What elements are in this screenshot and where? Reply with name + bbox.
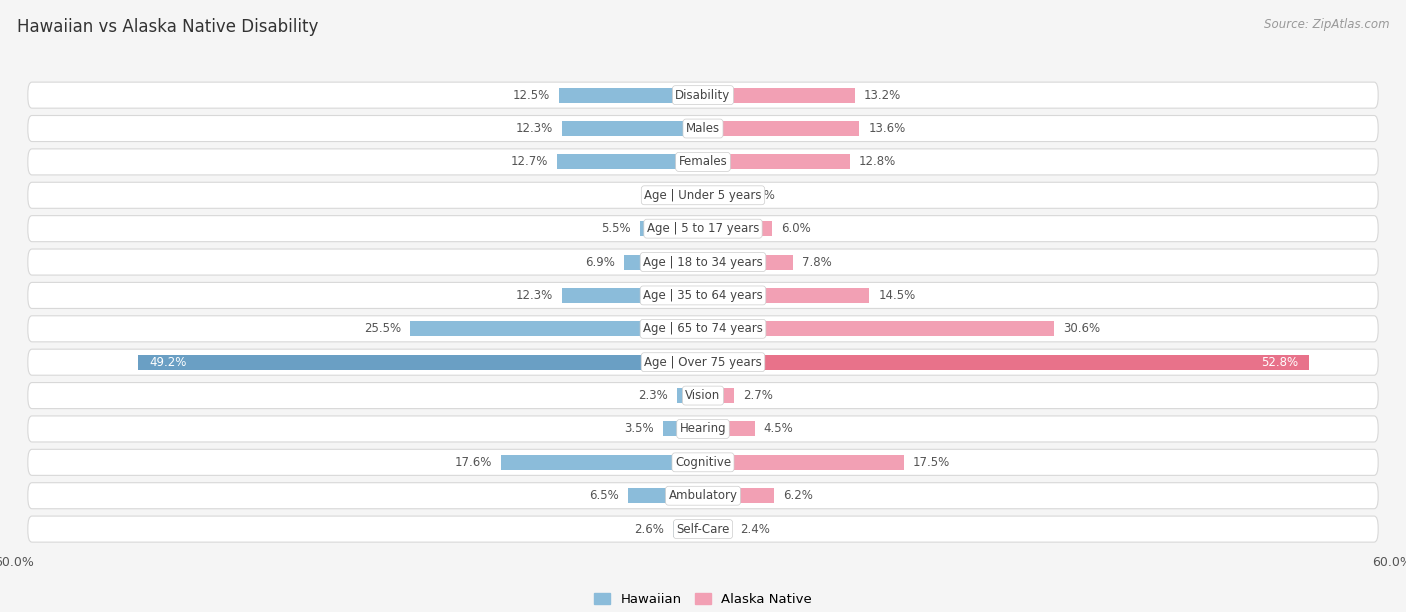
Bar bbox=[628, 488, 703, 503]
Text: 4.5%: 4.5% bbox=[763, 422, 793, 436]
Bar bbox=[703, 121, 859, 136]
Text: Age | 35 to 64 years: Age | 35 to 64 years bbox=[643, 289, 763, 302]
Text: Age | 5 to 17 years: Age | 5 to 17 years bbox=[647, 222, 759, 235]
FancyBboxPatch shape bbox=[28, 483, 1378, 509]
Legend: Hawaiian, Alaska Native: Hawaiian, Alaska Native bbox=[589, 588, 817, 611]
FancyBboxPatch shape bbox=[28, 282, 1378, 308]
Text: 2.7%: 2.7% bbox=[744, 389, 773, 402]
Bar bbox=[703, 188, 737, 203]
Text: 7.8%: 7.8% bbox=[801, 256, 831, 269]
Text: Age | Under 5 years: Age | Under 5 years bbox=[644, 188, 762, 202]
Text: 12.8%: 12.8% bbox=[859, 155, 897, 168]
Text: 52.8%: 52.8% bbox=[1261, 356, 1298, 368]
Text: Ambulatory: Ambulatory bbox=[668, 489, 738, 502]
Text: 2.4%: 2.4% bbox=[740, 523, 769, 536]
Text: 17.5%: 17.5% bbox=[912, 456, 950, 469]
Text: 49.2%: 49.2% bbox=[149, 356, 187, 368]
Text: 12.3%: 12.3% bbox=[516, 289, 553, 302]
Text: Cognitive: Cognitive bbox=[675, 456, 731, 469]
Text: 13.6%: 13.6% bbox=[869, 122, 905, 135]
Text: Age | 18 to 34 years: Age | 18 to 34 years bbox=[643, 256, 763, 269]
Text: 6.5%: 6.5% bbox=[589, 489, 619, 502]
Text: 2.3%: 2.3% bbox=[638, 389, 668, 402]
Text: 12.7%: 12.7% bbox=[510, 155, 548, 168]
Text: Males: Males bbox=[686, 122, 720, 135]
Text: 25.5%: 25.5% bbox=[364, 323, 401, 335]
Bar bbox=[703, 422, 755, 436]
Bar bbox=[703, 221, 772, 236]
Text: Age | Over 75 years: Age | Over 75 years bbox=[644, 356, 762, 368]
FancyBboxPatch shape bbox=[28, 416, 1378, 442]
Text: 17.6%: 17.6% bbox=[454, 456, 492, 469]
Bar bbox=[703, 255, 793, 269]
Bar bbox=[703, 488, 775, 503]
FancyBboxPatch shape bbox=[28, 149, 1378, 175]
Text: Self-Care: Self-Care bbox=[676, 523, 730, 536]
Text: Age | 65 to 74 years: Age | 65 to 74 years bbox=[643, 323, 763, 335]
Bar bbox=[703, 388, 734, 403]
Text: 2.9%: 2.9% bbox=[745, 188, 775, 202]
Bar bbox=[624, 255, 703, 269]
Bar bbox=[703, 288, 869, 303]
FancyBboxPatch shape bbox=[28, 182, 1378, 208]
Bar bbox=[662, 422, 703, 436]
Text: 12.3%: 12.3% bbox=[516, 122, 553, 135]
Bar bbox=[560, 88, 703, 103]
FancyBboxPatch shape bbox=[28, 215, 1378, 242]
Text: Hearing: Hearing bbox=[679, 422, 727, 436]
Bar bbox=[562, 121, 703, 136]
Text: 5.5%: 5.5% bbox=[600, 222, 631, 235]
FancyBboxPatch shape bbox=[28, 349, 1378, 375]
Text: 3.5%: 3.5% bbox=[624, 422, 654, 436]
Bar bbox=[676, 388, 703, 403]
Text: 1.2%: 1.2% bbox=[650, 188, 681, 202]
FancyBboxPatch shape bbox=[28, 316, 1378, 342]
Bar bbox=[703, 455, 904, 470]
Text: 6.0%: 6.0% bbox=[782, 222, 811, 235]
FancyBboxPatch shape bbox=[28, 516, 1378, 542]
Bar bbox=[557, 154, 703, 170]
Text: Disability: Disability bbox=[675, 89, 731, 102]
Text: Vision: Vision bbox=[685, 389, 721, 402]
Bar bbox=[411, 321, 703, 337]
FancyBboxPatch shape bbox=[28, 449, 1378, 476]
Text: 6.2%: 6.2% bbox=[783, 489, 813, 502]
Bar bbox=[703, 321, 1054, 337]
Text: Hawaiian vs Alaska Native Disability: Hawaiian vs Alaska Native Disability bbox=[17, 18, 318, 36]
Bar bbox=[703, 154, 851, 170]
Text: 13.2%: 13.2% bbox=[863, 89, 901, 102]
Text: 2.6%: 2.6% bbox=[634, 523, 664, 536]
FancyBboxPatch shape bbox=[28, 82, 1378, 108]
Text: 14.5%: 14.5% bbox=[879, 289, 915, 302]
FancyBboxPatch shape bbox=[28, 382, 1378, 409]
Text: Females: Females bbox=[679, 155, 727, 168]
Text: Source: ZipAtlas.com: Source: ZipAtlas.com bbox=[1264, 18, 1389, 31]
Text: 30.6%: 30.6% bbox=[1063, 323, 1101, 335]
Bar bbox=[640, 221, 703, 236]
Bar bbox=[673, 521, 703, 537]
Bar bbox=[138, 355, 703, 370]
FancyBboxPatch shape bbox=[28, 116, 1378, 141]
Bar bbox=[689, 188, 703, 203]
Bar bbox=[562, 288, 703, 303]
Bar bbox=[703, 88, 855, 103]
FancyBboxPatch shape bbox=[28, 249, 1378, 275]
Text: 12.5%: 12.5% bbox=[513, 89, 550, 102]
Text: 6.9%: 6.9% bbox=[585, 256, 614, 269]
Bar bbox=[703, 355, 1309, 370]
Bar bbox=[501, 455, 703, 470]
Bar bbox=[703, 521, 731, 537]
